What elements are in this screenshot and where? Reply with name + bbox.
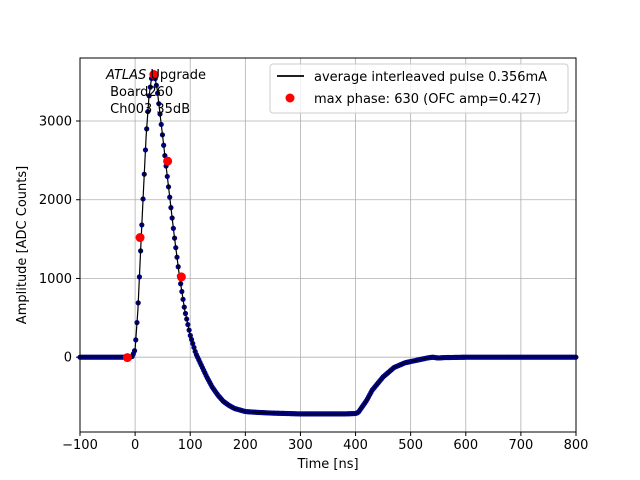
- max-phase-point: [122, 353, 132, 363]
- legend: average interleaved pulse 0.356mA max ph…: [269, 63, 569, 114]
- x-tick-label: 700: [508, 438, 533, 453]
- legend-marker-swatch: [285, 93, 295, 103]
- legend-label-average-pulse: average interleaved pulse 0.356mA: [314, 70, 547, 85]
- y-tick-label: 3000: [39, 114, 72, 129]
- x-tick-label: −100: [62, 438, 98, 453]
- x-tick-label: 0: [131, 438, 139, 453]
- annotation-atlas: ATLAS: [105, 68, 146, 83]
- max-phase-points: [122, 70, 186, 363]
- max-phase-point: [163, 156, 173, 166]
- annotation-line-3: Ch003 35dB: [106, 102, 190, 117]
- x-tick-label: 800: [564, 438, 589, 453]
- x-tick-label: 100: [178, 438, 203, 453]
- plot-area: [77, 70, 579, 417]
- legend-box: [269, 63, 569, 114]
- atlas-annotation: ATLAS Upgrade Board260 Ch003 35dB: [105, 68, 206, 117]
- annotation-line-2: Board260: [106, 85, 173, 100]
- x-tick-label: 500: [398, 438, 423, 453]
- legend-label-max-phase: max phase: 630 (OFC amp=0.427): [314, 92, 541, 107]
- x-tick-label: 300: [288, 438, 313, 453]
- max-phase-point: [176, 272, 186, 282]
- max-phase-point: [149, 70, 159, 80]
- x-tick-label: 200: [233, 438, 258, 453]
- y-tick-label: 2000: [39, 193, 72, 208]
- y-axis-ticks: 0 1000 2000 3000: [39, 114, 80, 366]
- max-phase-point: [135, 233, 145, 243]
- y-tick-label: 0: [64, 351, 72, 366]
- axes-frame: [79, 57, 577, 433]
- y-tick-label: 1000: [39, 272, 72, 287]
- x-axis-label: Time [ns]: [296, 457, 358, 472]
- x-axis-ticks: −100 0 100 200 300 400 500 600 700 800: [62, 432, 588, 453]
- average-pulse-line: [80, 73, 576, 415]
- annotation-line-1: ATLAS Upgrade: [105, 68, 206, 83]
- annotation-upgrade: Upgrade: [146, 68, 206, 83]
- x-tick-label: 600: [453, 438, 478, 453]
- y-axis-label: Amplitude [ADC Counts]: [15, 166, 30, 324]
- x-tick-label: 400: [343, 438, 368, 453]
